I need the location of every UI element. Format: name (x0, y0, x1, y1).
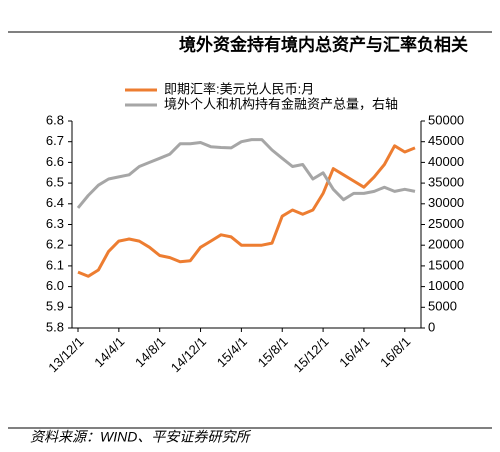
x-tick-label: 14/8/1 (132, 334, 168, 370)
series-line (76, 138, 416, 209)
y-tick-label: 5.8 (46, 319, 64, 334)
legend-label: 即期汇率:美元兑人民币:月 (164, 81, 314, 96)
y-tick-label: 6.1 (46, 257, 64, 272)
x-tick-label: 15/12/1 (290, 334, 331, 375)
x-tick-label: 16/8/1 (377, 334, 413, 370)
series-line (77, 144, 416, 278)
y-tick-label: 6.3 (46, 216, 64, 231)
x-tick-label: 14/4/1 (91, 334, 127, 370)
y2-tick-label: 25000 (428, 216, 464, 231)
x-tick-label: 14/12/1 (168, 334, 209, 375)
x-tick-label: 15/8/1 (255, 334, 291, 370)
y-tick-label: 6.6 (46, 154, 64, 169)
y-tick-label: 6.4 (46, 195, 64, 210)
x-tick-label: 13/12/1 (45, 334, 86, 375)
x-tick-label: 16/4/1 (336, 334, 372, 370)
y2-tick-label: 50000 (428, 112, 464, 127)
y2-tick-label: 45000 (428, 133, 464, 148)
source-note: 资料来源：WIND、平安证券研究所 (30, 429, 251, 445)
x-tick-label: 15/4/1 (214, 334, 250, 370)
y2-tick-label: 15000 (428, 257, 464, 272)
y-tick-label: 6.7 (46, 133, 64, 148)
y2-tick-label: 35000 (428, 175, 464, 190)
y2-tick-label: 30000 (428, 195, 464, 210)
y-tick-label: 5.9 (46, 299, 64, 314)
y2-tick-label: 5000 (428, 299, 457, 314)
y-tick-label: 6.8 (46, 112, 64, 127)
y-tick-label: 6.0 (46, 278, 64, 293)
y2-tick-label: 10000 (428, 278, 464, 293)
y2-tick-label: 20000 (428, 237, 464, 252)
chart-title: 境外资金持有境内总资产与汇率负相关 (179, 34, 468, 54)
y2-tick-label: 0 (428, 319, 435, 334)
y-tick-label: 6.5 (46, 175, 64, 190)
y-tick-label: 6.2 (46, 237, 64, 252)
y2-tick-label: 40000 (428, 154, 464, 169)
legend-label: 境外个人和机构持有金融资产总量，右轴 (164, 96, 398, 111)
